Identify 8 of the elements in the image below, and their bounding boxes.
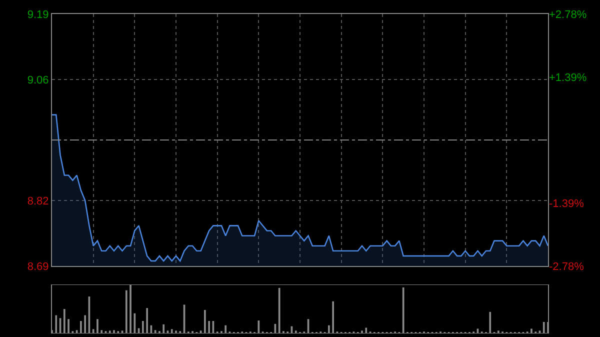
y2-tick-label: +2.78% bbox=[549, 8, 587, 21]
y-tick-label: 9.19 bbox=[27, 8, 49, 21]
y-tick-label: 8.69 bbox=[27, 260, 49, 273]
y2-tick-label: -2.78% bbox=[549, 260, 584, 273]
y2-tick-label: +1.39% bbox=[549, 72, 587, 84]
y-tick-label: 8.82 bbox=[27, 195, 49, 208]
y2-tick-label: -1.39% bbox=[549, 198, 584, 210]
y-tick-label: 9.06 bbox=[27, 74, 49, 86]
